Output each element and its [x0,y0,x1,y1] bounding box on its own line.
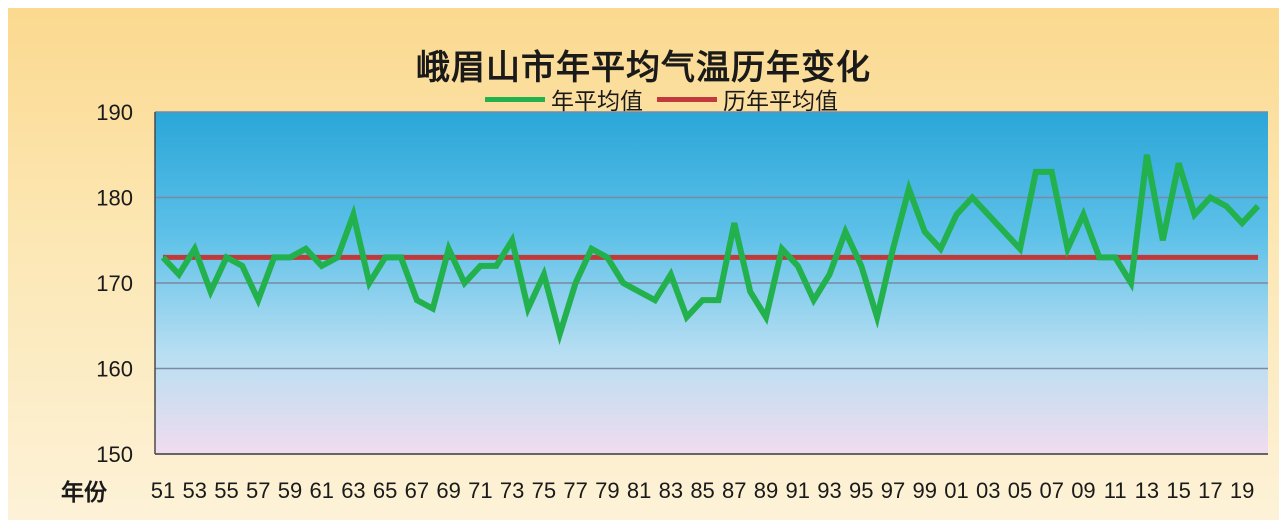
x-tick-label: 95 [849,478,873,503]
x-tick-label: 87 [722,478,746,503]
x-tick-label: 85 [690,478,714,503]
x-tick-label: 69 [436,478,460,503]
y-tick-label: 150 [96,442,133,467]
x-tick-label: 79 [595,478,619,503]
legend-swatch-mean [657,96,717,102]
x-tick-label: 97 [881,478,905,503]
x-tick-label: 89 [754,478,778,503]
y-tick-label: 180 [96,186,133,211]
x-tick-label: 75 [532,478,556,503]
y-tick-label: 170 [96,271,133,296]
x-tick-label: 53 [182,478,206,503]
x-tick-label: 57 [246,478,270,503]
x-tick-label: 63 [341,478,365,503]
x-tick-label: 83 [659,478,683,503]
x-tick-label: 91 [786,478,810,503]
x-tick-label: 51 [151,478,175,503]
legend-label-mean: 历年平均值 [723,89,838,115]
series-line-annual [160,154,1261,346]
x-tick-label: 73 [500,478,524,503]
x-tick-label: 11 [1104,478,1127,503]
x-tick-label: 71 [468,478,492,503]
x-tick-label: 03 [976,478,1000,503]
x-tick-label: 93 [817,478,841,503]
chart-title: 峨眉山市年平均气温历年变化 [416,48,871,88]
x-tick-label: 67 [405,478,429,503]
x-tick-label: 65 [373,478,397,503]
legend-label-annual: 年平均值 [551,89,643,115]
x-tick-label: 09 [1071,478,1095,503]
chart-legend: 年平均值 历年平均值 [485,82,852,116]
x-tick-label: 99 [912,478,936,503]
x-tick-label: 77 [563,478,587,503]
x-axis-label: 年份 [61,479,108,506]
x-tick-label: 55 [214,478,238,503]
x-tick-label: 81 [627,478,651,503]
x-tick-label: 61 [309,478,333,503]
y-tick-label: 190 [96,100,133,125]
x-tick-label: 15 [1166,478,1190,503]
x-tick-label: 59 [278,478,302,503]
x-tick-label: 05 [1008,478,1032,503]
legend-item-mean: 历年平均值 [657,82,838,116]
legend-item-annual: 年平均值 [485,82,643,116]
x-tick-label: 17 [1198,478,1222,503]
x-tick-label: 19 [1230,478,1254,503]
y-tick-label: 160 [96,357,133,382]
x-tick-label: 01 [944,478,968,503]
x-tick-label: 07 [1039,478,1063,503]
legend-swatch-annual [485,96,545,102]
x-tick-label: 13 [1135,478,1159,503]
